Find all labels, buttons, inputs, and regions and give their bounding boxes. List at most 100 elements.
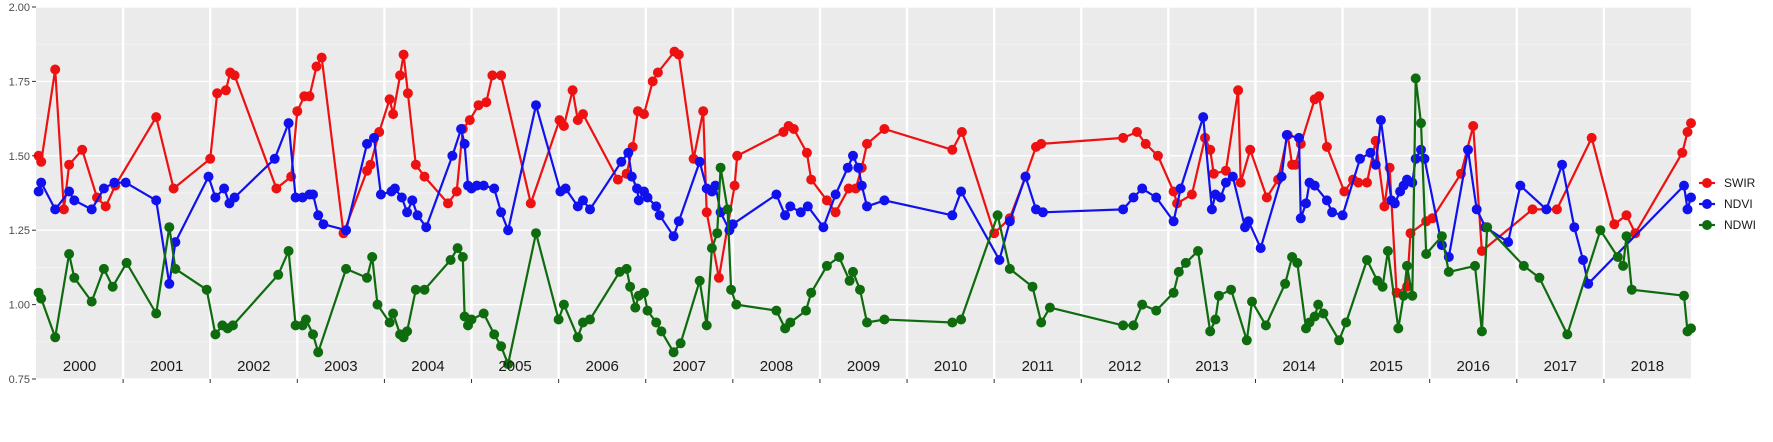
data-point-ndvi [856,180,867,191]
data-point-ndvi [229,192,240,203]
data-point-ndwi [308,329,318,340]
year-label-2002: 2002 [237,358,270,375]
data-point-swir [1362,177,1372,188]
data-point-swir [1609,219,1620,230]
legend-item-ndvi: NDVI [1697,194,1753,214]
data-point-swir [496,70,507,81]
data-point-ndwi [572,332,583,343]
data-point-ndvi [151,195,162,206]
data-point-swir [1186,189,1197,200]
data-point-swir [212,88,223,99]
data-point-ndwi [1393,323,1404,334]
data-point-ndvi [1281,130,1292,140]
data-point-ndwi [341,263,352,274]
data-point-ndvi [64,186,75,197]
data-point-ndvi [780,210,791,221]
data-point-ndvi [1569,222,1580,233]
data-point-ndvi [341,225,352,236]
data-point-ndvi [727,219,738,230]
legend-key-point [1702,220,1712,230]
data-point-ndwi [656,326,667,337]
y-tick-label: 0.75 [9,374,30,386]
data-point-ndvi [853,162,864,173]
data-point-ndvi [1365,147,1376,158]
data-point-swir [410,159,421,170]
data-point-ndvi [1220,177,1231,188]
data-point-ndwi [1621,231,1632,242]
data-point-ndvi [362,138,372,149]
data-point-swir [388,109,399,120]
data-point-ndwi [50,332,61,343]
series-ndvi [33,100,1696,289]
data-point-swir [384,94,395,105]
data-point-ndwi [283,246,294,256]
data-point-ndvi [1309,180,1320,191]
data-point-ndvi [1578,255,1588,265]
year-label-2010: 2010 [934,358,967,375]
data-point-ndwi [227,320,238,331]
data-point-swir [1290,159,1301,170]
data-point-swir [801,147,812,158]
data-point-swir [1468,121,1479,131]
data-point-ndwi [1168,287,1179,298]
data-point-ndvi [1370,159,1381,170]
data-point-ndwi [362,272,372,283]
data-point-ndvi [585,204,595,215]
data-point-ndwi [1341,317,1352,328]
data-point-ndvi [1407,177,1418,188]
data-point-ndvi [478,180,489,191]
data-point-ndwi [1382,246,1393,256]
data-point-ndwi [36,293,47,304]
data-point-swir [1551,204,1562,215]
data-point-ndvi [830,189,841,200]
data-point-swir [1339,186,1350,197]
data-point-ndwi [478,308,489,319]
data-point-ndvi [283,118,294,129]
data-point-ndvi [1557,159,1568,170]
data-point-swir [821,195,832,206]
data-point-swir [612,174,623,185]
data-point-ndwi [855,284,865,295]
data-point-ndwi [1036,317,1047,328]
data-point-ndvi [50,204,61,215]
data-point-ndvi [389,183,400,194]
data-point-ndvi [447,150,458,161]
data-point-ndwi [1443,266,1454,277]
data-point-swir [1036,138,1047,149]
data-point-ndvi [710,180,721,191]
data-point-swir [151,112,162,123]
data-point-ndwi [107,281,118,292]
data-point-swir [1220,165,1231,176]
data-point-ndwi [1205,326,1216,337]
data-point-ndvi [1503,237,1514,248]
data-point-ndvi [1679,180,1689,191]
data-point-ndvi [407,195,418,206]
data-point-ndvi [862,201,872,212]
data-point-ndvi [785,201,796,212]
data-point-ndwi [947,317,958,328]
x-axis-ticks [122,379,1605,383]
year-label-2005: 2005 [498,358,531,375]
data-point-swir [1205,144,1216,155]
year-label-2006: 2006 [585,358,618,375]
data-point-ndwi [98,263,109,274]
data-point-ndwi [388,308,399,319]
data-point-ndwi [1518,260,1529,271]
series-ndwi [33,73,1696,370]
data-point-swir [1586,132,1597,143]
data-point-ndwi [726,284,737,295]
data-point-ndwi [1241,335,1252,346]
data-point-ndvi [1327,207,1338,218]
data-point-ndwi [1193,246,1203,256]
data-point-swir [205,153,216,164]
data-point-ndwi [1470,260,1480,271]
data-point-swir [311,61,322,72]
data-point-ndvi [1375,115,1386,126]
data-point-ndwi [1027,281,1038,292]
data-point-swir [1140,138,1151,149]
data-point-ndvi [203,171,214,182]
data-point-swir [701,207,712,218]
legend-label: NDWI [1724,218,1756,232]
data-point-ndwi [639,287,649,298]
data-point-ndwi [1247,296,1257,307]
